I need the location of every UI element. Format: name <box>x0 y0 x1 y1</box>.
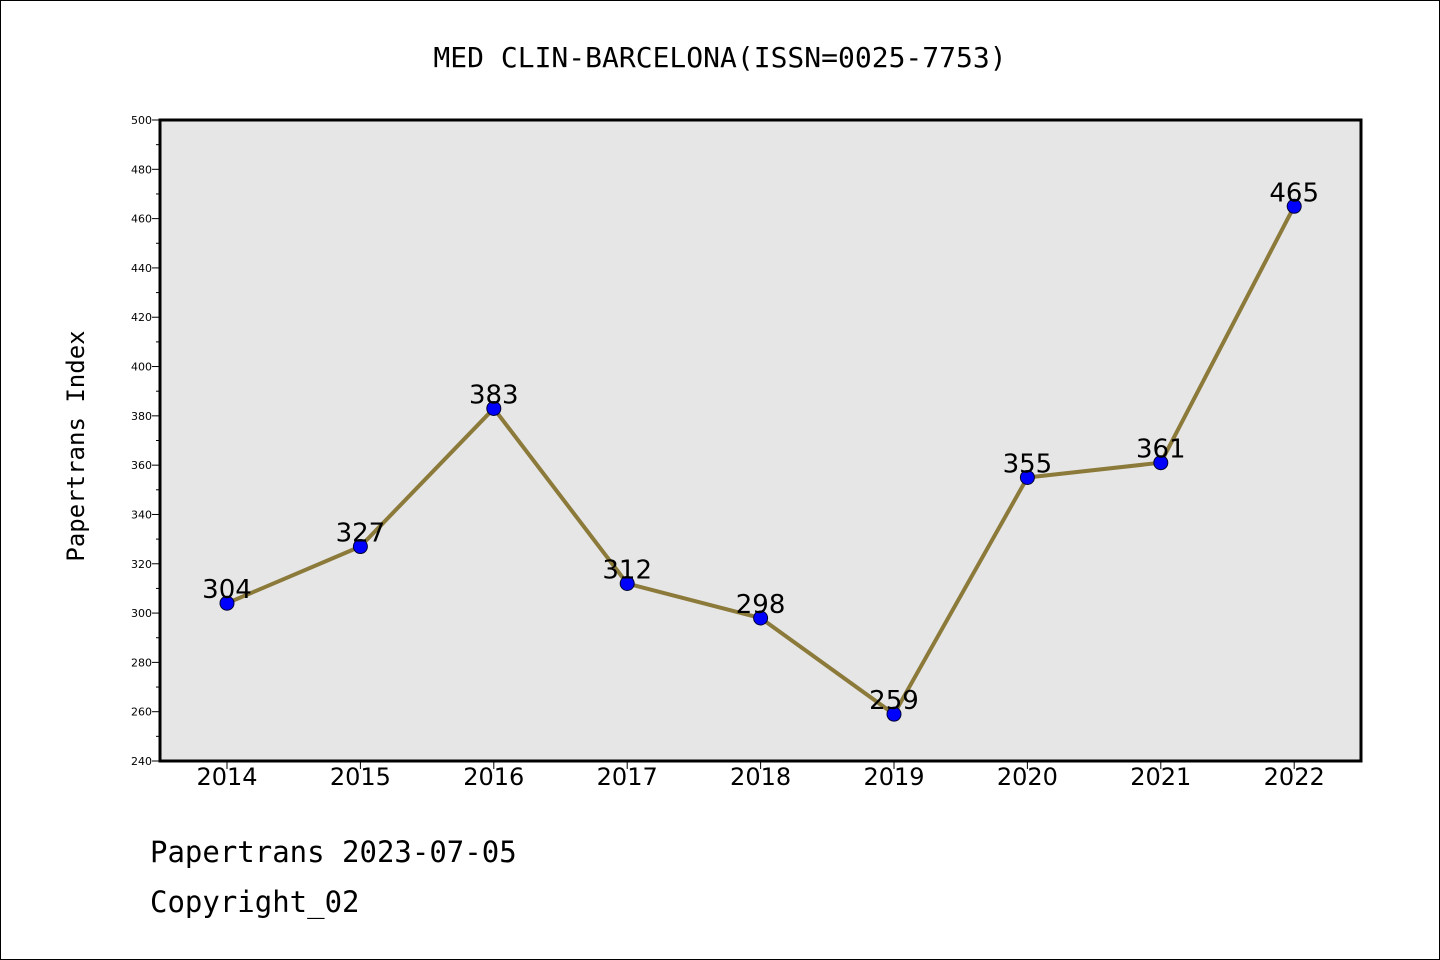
data-points <box>219 198 1302 722</box>
x-tick-label: 2019 <box>863 763 924 791</box>
data-point-marker <box>219 595 235 611</box>
y-axis-label: Papertrans Index <box>62 330 90 561</box>
data-label: 383 <box>469 380 519 410</box>
x-tick-label: 2017 <box>597 763 658 791</box>
y-tick-label: 480 <box>131 163 152 176</box>
y-tick-label: 320 <box>131 558 152 571</box>
x-tick-label: 2018 <box>730 763 791 791</box>
chart-title: MED CLIN-BARCELONA(ISSN=0025-7753) <box>433 41 1006 74</box>
y-tick-label: 360 <box>131 459 152 472</box>
data-label: 304 <box>202 575 252 605</box>
data-point-marker <box>1153 455 1169 471</box>
y-axis: 240 260 280 300 320 340 360 380 400 420 440 460 480 5… <box>131 114 160 768</box>
y-tick-label: 400 <box>131 361 152 374</box>
data-label: 327 <box>336 519 386 549</box>
y-tick-label: 240 <box>131 755 152 768</box>
y-tick-label: 460 <box>131 213 152 226</box>
y-tick-label: 260 <box>131 706 152 719</box>
data-label: 465 <box>1269 178 1319 208</box>
data-point-marker <box>352 539 368 555</box>
x-tick-label: 2020 <box>997 763 1058 791</box>
data-point-marker <box>1286 198 1302 214</box>
footer-date: Papertrans 2023-07-05 <box>150 835 517 869</box>
x-tick-label: 2021 <box>1130 763 1191 791</box>
y-tick-label: 500 <box>131 114 152 127</box>
data-labels: 304 327 383 312 298 259 355 361 465 <box>202 178 1319 716</box>
data-label: 361 <box>1136 435 1186 465</box>
y-tick-label: 340 <box>131 508 152 521</box>
x-axis: 2014 2015 2016 2017 2018 2019 2020 2021 2022 <box>196 761 1325 791</box>
data-label: 298 <box>736 590 786 620</box>
y-tick-label: 440 <box>131 262 152 275</box>
x-tick-label: 2016 <box>463 763 524 791</box>
data-point-marker <box>886 706 902 722</box>
data-point-marker <box>753 610 769 626</box>
x-tick-label: 2022 <box>1264 763 1325 791</box>
y-tick-label: 420 <box>131 311 152 324</box>
y-tick-label: 300 <box>131 607 152 620</box>
y-tick-label: 380 <box>131 410 152 423</box>
plot-area <box>158 118 1363 763</box>
data-label: 355 <box>1003 449 1053 479</box>
x-tick-label: 2014 <box>196 763 257 791</box>
data-point-marker <box>486 400 502 416</box>
data-label: 312 <box>602 555 652 585</box>
data-point-marker <box>619 575 635 591</box>
data-label: 259 <box>869 686 919 716</box>
x-tick-label: 2015 <box>330 763 391 791</box>
data-point-marker <box>1019 469 1035 485</box>
y-tick-label: 280 <box>131 656 152 669</box>
footer-copyright: Copyright_02 <box>150 885 360 919</box>
